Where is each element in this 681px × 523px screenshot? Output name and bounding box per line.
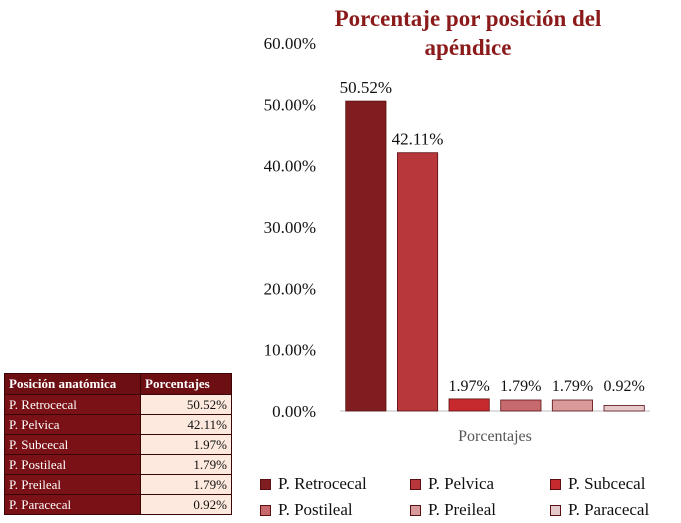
legend-label: P. Postileal bbox=[278, 500, 353, 519]
table-row: P. Paracecal 0.92% bbox=[4, 494, 232, 515]
legend-label: P. Retrocecal bbox=[278, 474, 367, 493]
legend-item: P. Postileal bbox=[260, 500, 410, 520]
y-tick-label: 40.00% bbox=[264, 157, 316, 176]
data-label: 1.97% bbox=[449, 378, 490, 395]
legend-swatch bbox=[550, 478, 561, 490]
header-percentage: Porcentajes bbox=[140, 373, 232, 395]
data-label: 50.52% bbox=[340, 78, 392, 97]
legend-swatch bbox=[260, 504, 271, 516]
y-tick-label: 0.00% bbox=[272, 402, 316, 421]
table-row: P. Postileal 1.79% bbox=[4, 454, 232, 475]
data-label: 1.79% bbox=[500, 378, 541, 395]
table-header-row: Posición anatómica Porcentajes bbox=[4, 373, 232, 395]
legend: P. Retrocecal P. Pelvica P. Subcecal P. Pos… bbox=[260, 474, 680, 520]
bar-p-paracecal bbox=[603, 404, 645, 412]
bar-p-preileal bbox=[551, 399, 593, 412]
row-value: 1.97% bbox=[140, 434, 232, 455]
data-table: Posición anatómica Porcentajes P. Retroc… bbox=[4, 373, 232, 515]
y-axis-ticks: 0.00% 10.00% 20.00% 30.00% 40.00% 50.00% 60.00… bbox=[264, 34, 316, 421]
row-value: 0.92% bbox=[140, 494, 232, 515]
table-row: P. Subcecal 1.97% bbox=[4, 434, 232, 455]
data-label: 0.92% bbox=[604, 378, 645, 395]
row-value: 42.11% bbox=[140, 414, 232, 435]
y-tick-label: 30.00% bbox=[264, 218, 316, 237]
bar-p-postileal bbox=[500, 399, 542, 412]
legend-item: P. Subcecal bbox=[550, 474, 680, 494]
bars bbox=[345, 100, 645, 412]
y-tick-label: 60.00% bbox=[264, 34, 316, 53]
legend-label: P. Subcecal bbox=[568, 474, 646, 493]
row-value: 1.79% bbox=[140, 474, 232, 495]
row-name: P. Subcecal bbox=[4, 434, 141, 455]
y-tick-label: 20.00% bbox=[264, 279, 316, 298]
legend-swatch bbox=[410, 478, 421, 490]
bar-p-pelvica bbox=[396, 152, 439, 412]
legend-label: P. Paracecal bbox=[568, 500, 650, 519]
legend-item: P. Preileal bbox=[410, 500, 550, 520]
bar-p-retrocecal bbox=[345, 100, 387, 412]
y-tick-label: 10.00% bbox=[264, 341, 316, 360]
row-value: 1.79% bbox=[140, 454, 232, 475]
legend-swatch bbox=[550, 504, 561, 516]
legend-item: P. Pelvica bbox=[410, 474, 550, 494]
legend-label: P. Preileal bbox=[428, 500, 496, 519]
y-tick-label: 50.00% bbox=[264, 95, 316, 114]
legend-item: P. Paracecal bbox=[550, 500, 680, 520]
data-label: 1.79% bbox=[552, 378, 593, 395]
bar-chart: 0.00% 10.00% 20.00% 30.00% 40.00% 50.00% 60.00… bbox=[264, 34, 650, 445]
legend-label: P. Pelvica bbox=[428, 474, 495, 493]
table-row: P. Preileal 1.79% bbox=[4, 474, 232, 495]
data-labels: 50.52% 42.11% 1.97% 1.79% 1.79% 0.92% bbox=[340, 78, 645, 395]
table-row: P. Pelvica 42.11% bbox=[4, 414, 232, 435]
row-name: P. Preileal bbox=[4, 474, 141, 495]
legend-item: P. Retrocecal bbox=[260, 474, 410, 494]
legend-swatch bbox=[260, 478, 271, 490]
data-label: 42.11% bbox=[392, 130, 444, 149]
header-position: Posición anatómica bbox=[4, 373, 141, 395]
row-value: 50.52% bbox=[140, 394, 232, 415]
x-axis-label: Porcentajes bbox=[458, 428, 532, 445]
row-name: P. Postileal bbox=[4, 454, 141, 475]
row-name: P. Pelvica bbox=[4, 414, 141, 435]
table-row: P. Retrocecal 50.52% bbox=[4, 394, 232, 415]
row-name: P. Retrocecal bbox=[4, 394, 141, 415]
row-name: P. Paracecal bbox=[4, 494, 141, 515]
bar-p-subcecal bbox=[448, 398, 490, 412]
legend-swatch bbox=[410, 504, 421, 516]
chart-title: Porcentaje por posición del apéndice bbox=[334, 6, 602, 60]
